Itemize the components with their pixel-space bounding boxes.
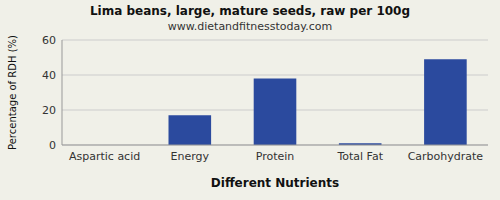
y-axis-label: Percentage of RDH (%) — [7, 35, 18, 150]
x-axis-line — [62, 145, 488, 146]
subtitle: www.dietandfitnesstoday.com — [168, 20, 332, 33]
x-axis: Aspartic acid Energy Protein Total Fat Carbo… — [69, 150, 483, 163]
bar — [424, 59, 467, 145]
y-tick-label: 60 — [42, 34, 56, 47]
grid-line — [62, 145, 488, 146]
y-axis-line — [62, 40, 63, 145]
x-tick-label: Energy — [171, 150, 210, 163]
x-tick-label: Total Fat — [336, 150, 383, 163]
x-axis-label: Different Nutrients — [211, 176, 339, 190]
bar — [169, 115, 212, 145]
chart: 0 20 40 60 Aspartic acid Energy Protein Total F… — [0, 0, 500, 200]
x-tick-label: Carbohydrate — [408, 150, 484, 163]
y-axis: 0 20 40 60 — [42, 34, 488, 152]
y-tick-label: 0 — [49, 139, 56, 152]
bar — [254, 79, 297, 146]
bars — [169, 59, 467, 145]
x-tick-label: Aspartic acid — [69, 150, 140, 163]
grid-line — [62, 40, 488, 41]
y-tick-label: 40 — [42, 69, 56, 82]
chart-container: 0 20 40 60 Aspartic acid Energy Protein Total F… — [0, 0, 500, 200]
y-tick-label: 20 — [42, 104, 56, 117]
x-tick-label: Protein — [256, 150, 295, 163]
title: Lima beans, large, mature seeds, raw per… — [90, 4, 410, 18]
